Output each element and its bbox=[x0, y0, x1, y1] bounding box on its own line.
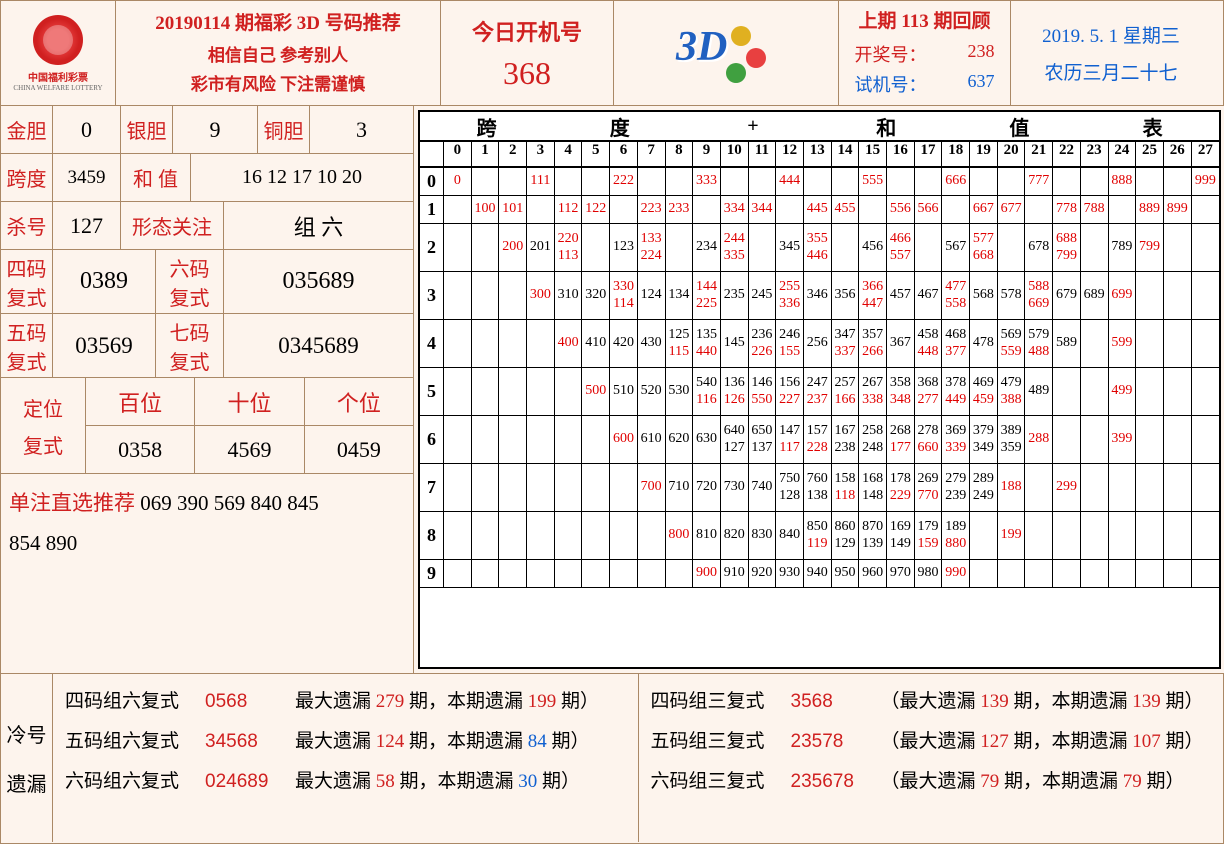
yindan-label: 银胆 bbox=[121, 106, 173, 153]
3d-graphic bbox=[666, 18, 786, 88]
shahao-label: 杀号 bbox=[1, 202, 53, 249]
liuma-value: 035689 bbox=[224, 250, 413, 313]
shiji-value: 637 bbox=[968, 71, 995, 97]
wuma-value: 03569 bbox=[53, 314, 156, 377]
span-sum-table: 跨度+和值表 012345678910111213141516171819202… bbox=[418, 110, 1221, 669]
jindan-value: 0 bbox=[53, 106, 121, 153]
title-line1: 20190114 期福彩 3D 号码推荐 bbox=[155, 8, 400, 35]
shahao-value: 127 bbox=[53, 202, 121, 249]
shiji-label: 试机号： bbox=[855, 71, 968, 97]
cold-numbers: 冷号遗漏 四码组六复式0568最大遗漏 279 期，本期遗漏 199 期）五码组… bbox=[1, 674, 1223, 842]
hezhi-label: 和 值 bbox=[121, 154, 191, 201]
recom-nums: 069 390 569 840 845 bbox=[140, 491, 319, 515]
xingtai-value: 组 六 bbox=[224, 202, 413, 249]
picks-panel: 金胆 0 银胆 9 铜胆 3 跨度 3459 和 值 16 12 17 10 2… bbox=[1, 106, 414, 673]
bai-value: 0358 bbox=[86, 426, 195, 473]
bai-label: 百位 bbox=[86, 378, 195, 425]
lottery-logo-icon bbox=[33, 15, 83, 65]
title-line3: 彩市有风险 下注需谨慎 bbox=[191, 70, 365, 95]
kaijiang-label: 开奖号： bbox=[855, 41, 968, 67]
ball-icon bbox=[746, 48, 766, 68]
date-box: 2019. 5. 1 星期三 农历三月二十七 bbox=[1011, 1, 1211, 105]
ball-icon bbox=[726, 63, 746, 83]
liuma-label: 六码复式 bbox=[156, 250, 224, 313]
tongdan-value: 3 bbox=[310, 106, 413, 153]
table-body: 0011122233344455566677788899911001011121… bbox=[420, 168, 1219, 588]
cold-label: 冷号遗漏 bbox=[1, 674, 53, 842]
lunar-date: 农历三月二十七 bbox=[1044, 58, 1177, 85]
qima-label: 七码复式 bbox=[156, 314, 224, 377]
recom-nums2: 854 890 bbox=[9, 531, 77, 555]
wuma-label: 五码复式 bbox=[1, 314, 53, 377]
kaijiang-value: 238 bbox=[968, 41, 995, 67]
review-title: 上期 113 期回顾 bbox=[859, 6, 991, 33]
table-col-headers: 0123456789101112131415161718192021222324… bbox=[420, 142, 1219, 168]
dingwei-label: 定位复式 bbox=[1, 378, 86, 473]
xingtai-label: 形态关注 bbox=[121, 202, 224, 249]
shi-value: 4569 bbox=[195, 426, 304, 473]
title-box: 20190114 期福彩 3D 号码推荐 相信自己 参考别人 彩市有风险 下注需… bbox=[116, 1, 441, 105]
bigtable-panel: 跨度+和值表 012345678910111213141516171819202… bbox=[414, 106, 1224, 673]
logo-text-en: CHINA WELFARE LOTTERY bbox=[13, 84, 102, 92]
kuadu-value: 3459 bbox=[53, 154, 121, 201]
logo: 中国福利彩票 CHINA WELFARE LOTTERY bbox=[1, 1, 116, 105]
recom-label: 单注直选推荐 bbox=[9, 491, 135, 515]
recommendation: 单注直选推荐 069 390 569 840 845 854 890 bbox=[1, 474, 413, 574]
yindan-value: 9 bbox=[173, 106, 258, 153]
jindan-label: 金胆 bbox=[1, 106, 53, 153]
cold-right: 四码组三复式3568（最大遗漏 139 期，本期遗漏 139 期）五码组三复式2… bbox=[639, 674, 1224, 842]
tongdan-label: 铜胆 bbox=[258, 106, 310, 153]
ball-icon bbox=[731, 26, 751, 46]
ge-value: 0459 bbox=[305, 426, 413, 473]
hezhi-value: 16 12 17 10 20 bbox=[191, 154, 413, 201]
logo-text-cn: 中国福利彩票 bbox=[28, 69, 88, 84]
shi-label: 十位 bbox=[195, 378, 304, 425]
page: 中国福利彩票 CHINA WELFARE LOTTERY 20190114 期福… bbox=[0, 0, 1224, 844]
qima-value: 0345689 bbox=[224, 314, 413, 377]
title-line2: 相信自己 参考别人 bbox=[208, 41, 348, 66]
sima-value: 0389 bbox=[53, 250, 156, 313]
today-number: 368 bbox=[503, 55, 551, 92]
main-content: 金胆 0 银胆 9 铜胆 3 跨度 3459 和 值 16 12 17 10 2… bbox=[1, 106, 1223, 674]
logo-3d-box bbox=[614, 1, 839, 105]
today-label: 今日开机号 bbox=[472, 15, 582, 47]
header: 中国福利彩票 CHINA WELFARE LOTTERY 20190114 期福… bbox=[1, 1, 1223, 106]
sima-label: 四码复式 bbox=[1, 250, 53, 313]
kuadu-label: 跨度 bbox=[1, 154, 53, 201]
ge-label: 个位 bbox=[305, 378, 413, 425]
today-number-box: 今日开机号 368 bbox=[441, 1, 614, 105]
review-box: 上期 113 期回顾 开奖号：238 试机号：637 bbox=[839, 1, 1011, 105]
cold-left: 四码组六复式0568最大遗漏 279 期，本期遗漏 199 期）五码组六复式34… bbox=[53, 674, 639, 842]
date: 2019. 5. 1 星期三 bbox=[1042, 21, 1180, 48]
table-title: 跨度+和值表 bbox=[420, 112, 1219, 142]
